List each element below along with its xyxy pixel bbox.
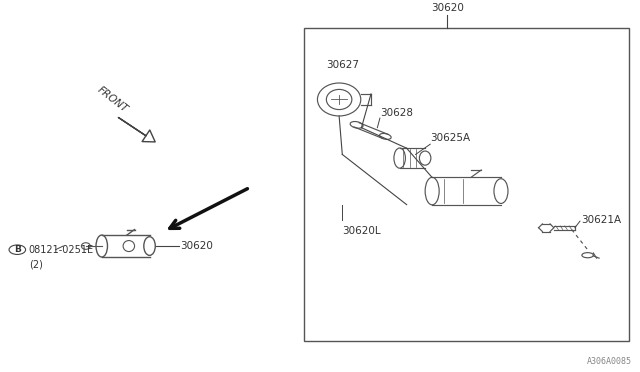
Text: B: B	[14, 245, 20, 254]
Text: 30625A: 30625A	[430, 134, 470, 144]
Text: FRONT: FRONT	[96, 84, 130, 114]
Bar	[304, 28, 629, 341]
Text: 08121-0251E: 08121-0251E	[29, 245, 94, 255]
Text: 30627: 30627	[326, 60, 360, 70]
FancyArrowPatch shape	[118, 118, 155, 142]
Text: 30620: 30620	[180, 241, 212, 251]
Text: (2): (2)	[29, 259, 43, 269]
Text: A306A0085: A306A0085	[588, 357, 632, 366]
Text: 30628: 30628	[381, 108, 413, 118]
Text: 30620L: 30620L	[342, 226, 381, 236]
Text: 30620: 30620	[431, 3, 464, 13]
Text: 30621A: 30621A	[581, 215, 621, 225]
